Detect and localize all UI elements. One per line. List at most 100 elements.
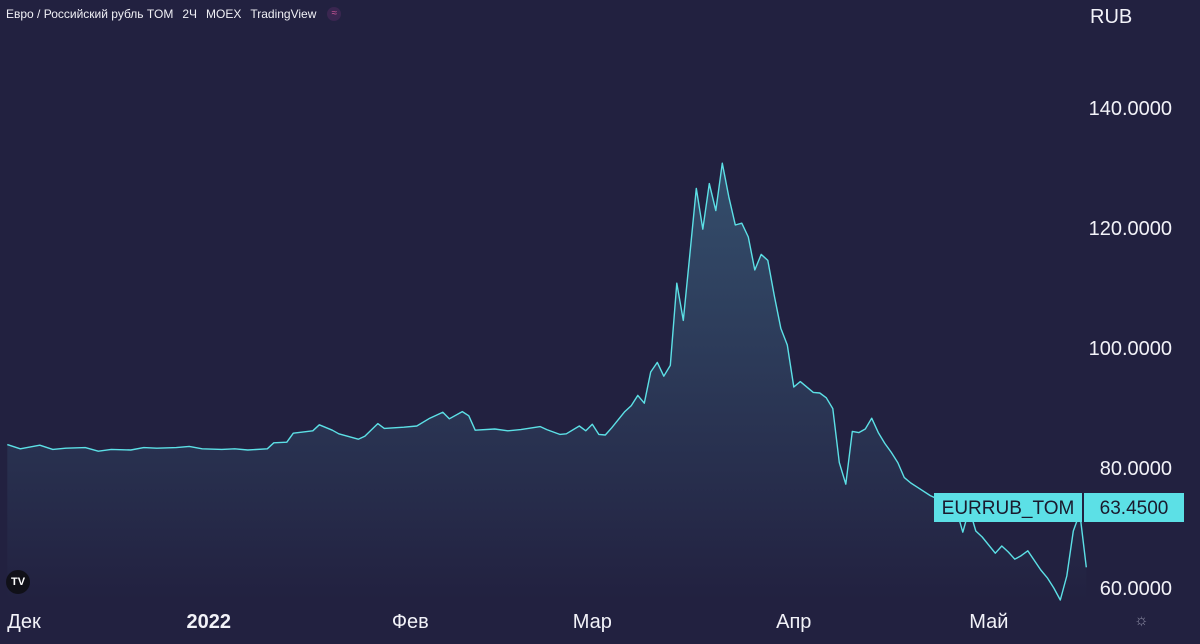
data-point	[507, 430, 509, 432]
data-point	[293, 432, 295, 434]
data-point	[156, 447, 158, 449]
data-point	[1021, 555, 1023, 557]
x-tick-label: Мар	[573, 611, 612, 633]
data-point	[995, 552, 997, 554]
data-point	[429, 417, 431, 419]
data-point	[800, 381, 802, 383]
data-point	[975, 530, 977, 532]
data-point	[871, 417, 873, 419]
data-point	[981, 536, 983, 538]
data-point	[1086, 567, 1088, 569]
data-point	[611, 427, 613, 429]
data-point	[111, 449, 113, 451]
data-point	[39, 444, 41, 446]
data-point	[267, 448, 269, 450]
data-point	[474, 429, 476, 431]
series-area-fill	[7, 163, 1087, 600]
interval-label[interactable]: 2Ч	[182, 7, 197, 21]
data-point	[1073, 530, 1075, 532]
data-point	[865, 428, 867, 430]
data-point	[774, 295, 776, 297]
data-point	[65, 447, 67, 449]
x-tick-label: Апр	[776, 611, 811, 633]
data-point	[273, 442, 275, 444]
data-point	[592, 423, 594, 425]
data-point	[735, 224, 737, 226]
data-point	[598, 434, 600, 436]
data-point	[657, 362, 659, 364]
data-point	[839, 462, 841, 464]
data-point	[403, 426, 405, 428]
data-point	[819, 392, 821, 394]
data-point	[760, 254, 762, 256]
x-tick-label: Дек	[7, 611, 41, 633]
data-point	[670, 365, 672, 367]
series-name-label-bg	[934, 493, 1082, 522]
data-point	[728, 196, 730, 198]
data-point	[332, 429, 334, 431]
tradingview-logo-icon[interactable]: TV	[6, 570, 30, 594]
data-point	[696, 188, 698, 190]
data-point	[1014, 558, 1016, 560]
x-tick-label: 2022	[187, 611, 232, 633]
data-point	[1047, 577, 1049, 579]
data-point	[338, 433, 340, 435]
data-point	[384, 428, 386, 430]
data-point	[247, 449, 249, 451]
data-point	[715, 210, 717, 212]
data-point	[878, 432, 880, 434]
data-point	[917, 486, 919, 488]
data-point	[312, 430, 314, 432]
data-point	[1040, 569, 1042, 571]
data-point	[7, 444, 9, 446]
data-point	[494, 428, 496, 430]
data-point	[845, 483, 847, 485]
data-point	[637, 395, 639, 397]
data-point	[221, 449, 223, 451]
data-point	[520, 429, 522, 431]
data-point	[624, 411, 626, 413]
currency-label[interactable]: RUB	[1090, 6, 1133, 28]
x-tick-label: Фев	[392, 611, 429, 633]
y-tick-label: 140.0000	[1089, 98, 1172, 120]
data-point	[98, 450, 100, 452]
data-point	[826, 397, 828, 399]
data-point	[85, 447, 87, 449]
data-point	[559, 434, 561, 436]
data-point	[793, 386, 795, 388]
data-point	[1053, 587, 1055, 589]
data-point	[631, 405, 633, 407]
last-price-label-bg	[1084, 493, 1184, 522]
market-status-icon[interactable]: ≈	[327, 7, 342, 21]
data-point	[650, 371, 652, 373]
data-point	[358, 438, 360, 440]
data-point	[683, 320, 685, 322]
data-point	[143, 447, 145, 449]
data-point	[319, 424, 321, 426]
provider-label: TradingView	[250, 7, 317, 21]
chart-header[interactable]: Евро / Российский рубль TOM 2Ч MOEX Trad…	[6, 5, 350, 23]
data-point	[605, 434, 607, 436]
data-point	[904, 477, 906, 479]
data-point	[566, 433, 568, 435]
data-point	[663, 375, 665, 377]
data-point	[201, 448, 203, 450]
symbol-name[interactable]: Евро / Российский рубль TOM	[6, 7, 174, 21]
data-point	[442, 411, 444, 413]
data-point	[462, 411, 464, 413]
data-point	[689, 254, 691, 256]
data-point	[741, 222, 743, 224]
data-point	[130, 449, 132, 451]
data-point	[767, 260, 769, 262]
data-point	[832, 408, 834, 410]
data-point	[676, 282, 678, 284]
data-point	[540, 426, 542, 428]
data-point	[234, 448, 236, 450]
data-point	[176, 447, 178, 449]
data-point	[1008, 551, 1010, 553]
data-point	[858, 432, 860, 434]
data-point	[709, 183, 711, 185]
settings-icon[interactable]: ☼	[1134, 612, 1149, 629]
data-point	[585, 430, 587, 432]
